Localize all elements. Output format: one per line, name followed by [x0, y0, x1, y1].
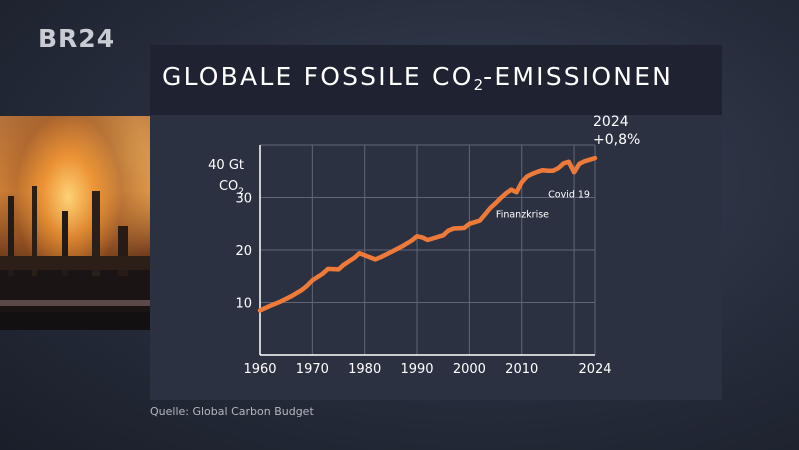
y-axis-unit-label: 40 Gt — [208, 158, 244, 173]
x-tick-label-1990: 1990 — [400, 362, 433, 377]
x-tick-label-2010: 2010 — [505, 362, 538, 377]
annotation-covid-19: Covid 19 — [548, 189, 590, 200]
x-tick-label-1960: 1960 — [243, 362, 276, 377]
annotation-year-2024: 2024 — [593, 115, 629, 130]
emissions-series — [257, 155, 598, 313]
title-bar — [150, 45, 722, 115]
annotation-finanzkrise: Finanzkrise — [496, 209, 549, 220]
y-tick-labels: 10 20 30 — [235, 192, 252, 312]
industrial-smoke-image — [0, 116, 152, 330]
factory-silhouette-icon — [0, 186, 152, 330]
annotation-change-percent: +0,8% — [593, 132, 640, 148]
y-tick-label-20: 20 — [235, 244, 252, 259]
y-tick-label-30: 30 — [235, 192, 252, 207]
x-tick-label-1970: 1970 — [296, 362, 329, 377]
x-tick-labels: 1960 1970 1980 1990 2000 2010 2024 — [243, 362, 611, 377]
chart-axes — [259, 145, 595, 356]
chart-title: GLOBALE FOSSILE CO2-EMISSIONEN — [162, 62, 674, 94]
x-tick-label-2024: 2024 — [578, 362, 611, 377]
chart-grid — [259, 144, 596, 355]
emissions-line-chart: 40 Gt CO2 10 20 30 1960 1970 1980 1990 2000 201… — [208, 115, 640, 377]
emissions-line — [257, 155, 598, 313]
y-axis-quantity-label: CO2 — [219, 179, 244, 197]
br24-logo: BR24 — [38, 24, 116, 53]
x-tick-label-2000: 2000 — [453, 362, 486, 377]
x-tick-label-1980: 1980 — [348, 362, 381, 377]
y-tick-label-10: 10 — [235, 297, 252, 312]
chart-annotations: Finanzkrise Covid 19 2024 +0,8% — [496, 115, 640, 220]
source-note: Quelle: Global Carbon Budget — [150, 405, 314, 418]
